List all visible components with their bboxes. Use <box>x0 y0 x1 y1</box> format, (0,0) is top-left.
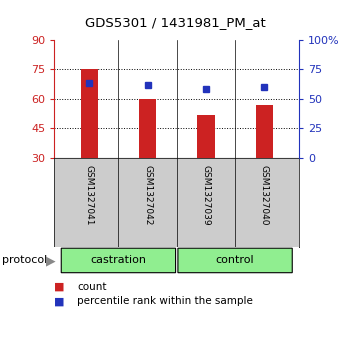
Text: control: control <box>216 255 254 265</box>
Text: ■: ■ <box>54 296 65 306</box>
Text: ▶: ▶ <box>46 254 56 267</box>
Bar <box>256 105 273 158</box>
Text: GSM1327039: GSM1327039 <box>201 165 210 226</box>
FancyBboxPatch shape <box>61 248 176 273</box>
Text: protocol: protocol <box>2 256 47 265</box>
Text: ■: ■ <box>54 282 65 292</box>
Text: GSM1327041: GSM1327041 <box>85 165 94 225</box>
Bar <box>139 99 156 158</box>
Text: GSM1327040: GSM1327040 <box>260 165 269 225</box>
Bar <box>197 115 215 158</box>
Text: castration: castration <box>90 255 146 265</box>
FancyBboxPatch shape <box>178 248 292 273</box>
Text: percentile rank within the sample: percentile rank within the sample <box>77 296 253 306</box>
Text: GDS5301 / 1431981_PM_at: GDS5301 / 1431981_PM_at <box>85 16 265 29</box>
Bar <box>80 69 98 158</box>
Text: count: count <box>77 282 106 292</box>
Text: GSM1327042: GSM1327042 <box>143 165 152 225</box>
